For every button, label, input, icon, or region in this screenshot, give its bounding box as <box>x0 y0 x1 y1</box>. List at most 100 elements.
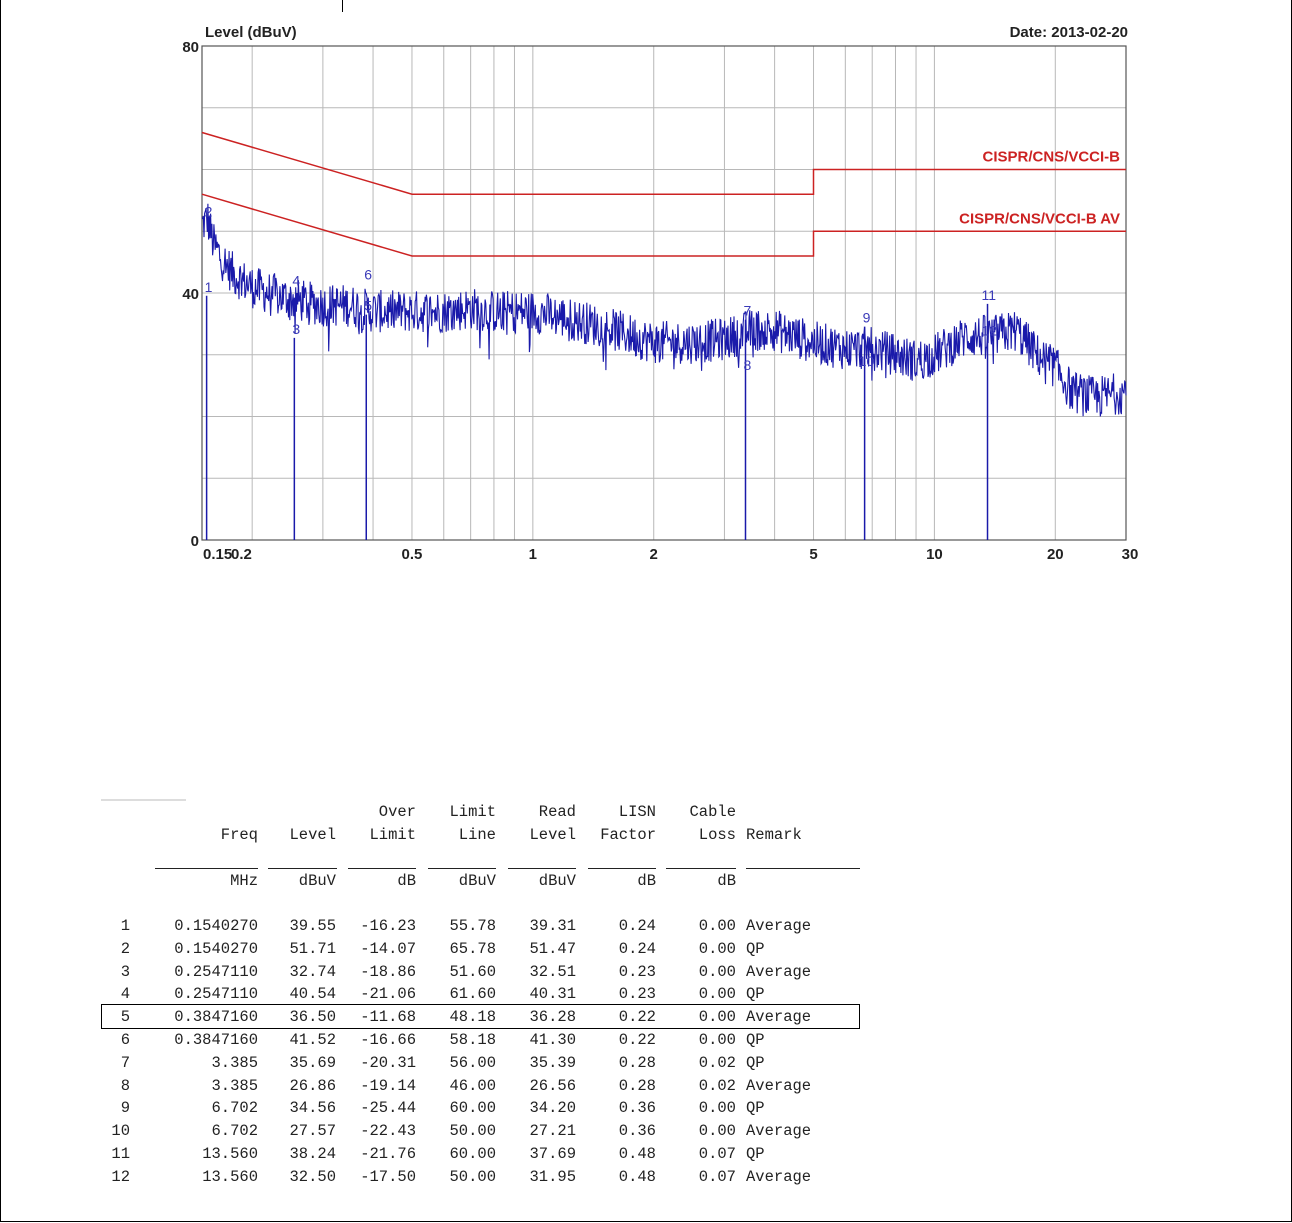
table-cell: 38.24 <box>289 1145 336 1163</box>
table-cell: Average <box>746 1008 812 1027</box>
header-rule <box>588 868 656 869</box>
table-cell: 0.2547110 <box>174 985 258 1004</box>
header-rule <box>666 868 736 869</box>
table-cell: 48.18 <box>449 1008 496 1027</box>
header-top: Limit <box>449 803 496 821</box>
limit-line-label: CISPR/CNS/VCCI-B AV <box>959 210 1120 227</box>
table-cell: 0.36 <box>618 1099 656 1118</box>
table-cell: 34.56 <box>289 1099 336 1118</box>
table-cell: 32.74 <box>289 962 336 981</box>
table-cell: QP <box>746 1145 765 1163</box>
unit-label: dBuV <box>538 872 576 890</box>
header-bottom: Factor <box>600 826 656 844</box>
table-cell: 0.3847160 <box>174 1031 258 1049</box>
table-cell: QP <box>746 1053 765 1072</box>
table-cell: 60.00 <box>449 1099 496 1118</box>
y-tick-label: 0 <box>191 533 199 550</box>
grid <box>202 46 1126 540</box>
table-cell: Average <box>746 1122 812 1141</box>
table-cell: 0.28 <box>618 1053 656 1072</box>
table-cell: Average <box>746 1076 812 1095</box>
table-cell: Average <box>746 962 812 981</box>
table-cell: 35.39 <box>529 1053 576 1072</box>
table-cell: 32.51 <box>529 962 576 981</box>
table-cell: 0.48 <box>618 1167 656 1186</box>
table-cell: -19.14 <box>360 1076 416 1095</box>
unit-label: MHz <box>230 872 258 890</box>
table-cell: -11.68 <box>360 1008 416 1027</box>
table-cell: 51.60 <box>449 962 496 981</box>
table-cell: 0.07 <box>698 1167 736 1186</box>
table-cell: 50.00 <box>449 1167 496 1186</box>
table-cell: QP <box>746 1031 765 1049</box>
x-tick-label: 1 <box>529 546 537 563</box>
marker-label: 3 <box>292 321 300 337</box>
table-cell: 3.385 <box>211 1076 258 1095</box>
marker-label: 11 <box>982 287 997 303</box>
marker-label: 2 <box>205 204 213 220</box>
table-cell: 37.69 <box>529 1145 576 1163</box>
marker-label: 7 <box>743 303 751 319</box>
row-number: 6 <box>120 1031 130 1049</box>
row-number: 9 <box>120 1099 130 1118</box>
table-cell: 41.30 <box>529 1031 576 1049</box>
table-cell: 36.28 <box>529 1008 576 1027</box>
unit-label: dB <box>637 872 656 890</box>
table-cell: 27.57 <box>289 1122 336 1141</box>
unit-label: dBuV <box>458 872 496 890</box>
table-cell: -18.86 <box>360 962 416 981</box>
table-cell: QP <box>746 939 765 958</box>
header-top: Read <box>538 803 576 821</box>
header-bottom: Remark <box>746 826 802 844</box>
limit-line <box>201 193 1126 257</box>
header-rule <box>155 868 258 869</box>
table-cell: 0.00 <box>698 962 736 981</box>
measurement-trace <box>201 203 1127 417</box>
table-cell: 35.69 <box>289 1053 336 1072</box>
row-number: 12 <box>111 1167 130 1186</box>
header-top: LISN <box>618 803 656 821</box>
header-rule <box>428 868 496 869</box>
header-bottom: Loss <box>698 826 736 844</box>
table-cell: 39.31 <box>529 917 576 935</box>
table-cell: 0.00 <box>698 939 736 958</box>
table-cell: 0.1540270 <box>174 939 258 958</box>
table-cell: 34.20 <box>529 1099 576 1118</box>
x-tick-label: 0.5 <box>402 546 423 563</box>
table-cell: 27.21 <box>529 1122 576 1141</box>
table-cell: 13.560 <box>202 1167 258 1186</box>
table-cell: 0.28 <box>618 1076 656 1095</box>
x-tick-label: 2 <box>650 546 658 563</box>
table-cell: -22.43 <box>360 1122 416 1141</box>
marker-label: 10 <box>859 353 875 369</box>
x-tick-label: 10 <box>926 546 943 563</box>
unit-label: dBuV <box>298 872 336 890</box>
x-tick-label: 0.2 <box>231 546 252 563</box>
limit-line <box>201 131 1126 195</box>
date-label: Date: 2013-02-20 <box>1010 24 1128 41</box>
limit-line-label: CISPR/CNS/VCCI-B <box>982 149 1120 166</box>
table-cell: 0.3847160 <box>174 1008 258 1027</box>
table-cell: 51.47 <box>529 939 576 958</box>
header-rule <box>348 868 416 869</box>
table-cell: 46.00 <box>449 1076 496 1095</box>
table-cell: 0.00 <box>698 1122 736 1141</box>
table-cell: 0.22 <box>618 1031 656 1049</box>
table-cell: Average <box>746 917 812 935</box>
table-cell: -16.66 <box>360 1031 416 1049</box>
table-cell: 0.02 <box>698 1053 736 1072</box>
table-cell: 0.00 <box>698 985 736 1004</box>
header-bottom: Level <box>529 826 576 844</box>
header-bottom: Freq <box>220 826 258 844</box>
row-number: 3 <box>120 962 130 981</box>
x-tick-label: 0.15 <box>203 546 232 563</box>
table-cell: 0.00 <box>698 1031 736 1049</box>
header-top: Cable <box>689 803 736 821</box>
table-cell: 6.702 <box>211 1122 258 1141</box>
table-cell: 51.71 <box>289 939 336 958</box>
table-cell: 0.23 <box>618 962 656 981</box>
header-rule <box>268 868 337 869</box>
unit-label: dB <box>717 872 736 890</box>
table-cell: QP <box>746 985 765 1004</box>
table-cell: -14.07 <box>360 939 416 958</box>
